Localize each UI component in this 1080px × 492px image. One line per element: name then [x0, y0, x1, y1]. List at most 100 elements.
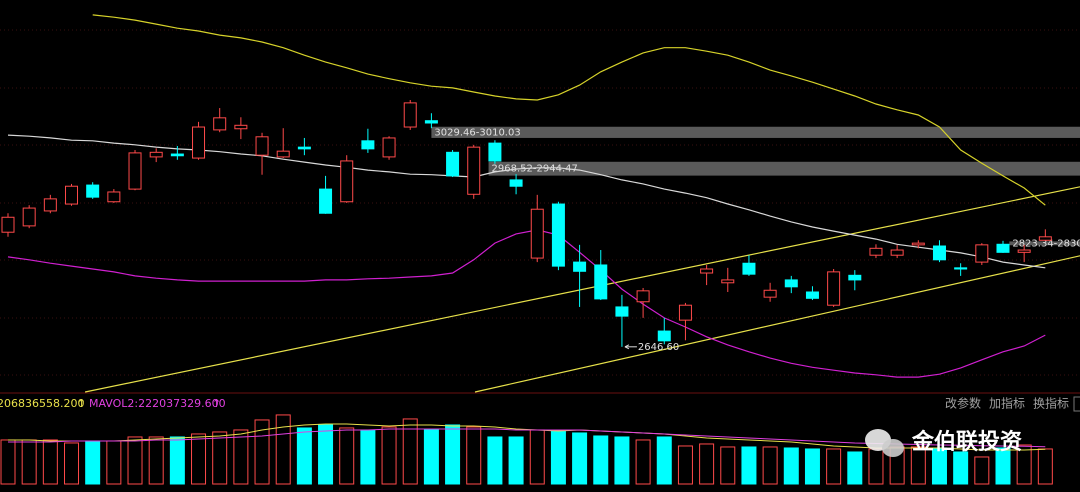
candle-body [319, 188, 333, 214]
volume-bar [593, 435, 609, 485]
volume-bar [423, 429, 439, 485]
volume-bar [572, 432, 588, 485]
candle-body [128, 152, 142, 190]
candle-body [446, 151, 460, 177]
zone-band [1009, 241, 1080, 246]
candle-body [86, 184, 100, 198]
candle-body [1038, 236, 1052, 241]
candle-body [276, 150, 290, 158]
candle-body [43, 198, 57, 212]
volume-bar [42, 439, 58, 485]
candle-body [573, 261, 587, 272]
candle-body [340, 160, 354, 203]
volume-bar [212, 431, 228, 485]
candle-body [890, 249, 904, 256]
low-marker-label: 2646.60 [638, 342, 679, 353]
candle-body [297, 146, 311, 150]
volume-bar [847, 451, 863, 485]
volume-bar [85, 440, 101, 485]
volume-bar [953, 451, 969, 485]
candle-body [488, 142, 502, 162]
volume-bar [318, 424, 334, 485]
candle-body [700, 268, 714, 274]
volume-bar [191, 433, 207, 485]
volume-bar [995, 447, 1011, 485]
candle-body [403, 102, 417, 128]
volume-bar [974, 456, 990, 485]
volume-bar [339, 427, 355, 485]
candle-body [530, 208, 544, 259]
candle-body [551, 203, 565, 267]
candle-body [170, 153, 184, 157]
candle-body [784, 279, 798, 288]
overlay-line [7, 134, 1046, 269]
candle-body [107, 191, 121, 203]
low-marker-head [624, 344, 630, 350]
zone-label: 3029.46-3010.03 [434, 127, 520, 138]
volume-bar [720, 446, 736, 485]
main-grid [0, 29, 1080, 376]
volume-bar [550, 430, 566, 485]
volume-bar [445, 424, 461, 485]
candle-body [742, 262, 756, 275]
toolbar-button[interactable]: 改参数 [945, 396, 981, 411]
volume-bar [127, 436, 143, 485]
candle-body [721, 279, 735, 284]
candle-body [869, 247, 883, 256]
candle-body [424, 120, 438, 124]
toolbar-button[interactable]: 加指标 [989, 396, 1025, 411]
candle-body [467, 146, 481, 195]
volume-bar [826, 448, 842, 485]
candle-body [594, 264, 608, 300]
volume-bar [466, 426, 482, 485]
candle-body [192, 126, 206, 159]
watermark-group: 金伯联投资 [865, 429, 1022, 457]
volume-bar [169, 436, 185, 485]
candle-body [615, 306, 629, 317]
volume-bar [868, 448, 884, 485]
zone-label: 2968.52-2944.47 [492, 164, 578, 175]
candle-body [996, 243, 1010, 253]
volume-bar [0, 439, 16, 485]
zone-band [488, 161, 1080, 176]
candle-body [805, 291, 819, 299]
candle-body [763, 289, 777, 298]
toolbar-edge [1073, 396, 1080, 412]
volume-bar [508, 436, 524, 485]
volume-bar [296, 427, 312, 485]
toolbar-button[interactable]: 换指标 [1033, 396, 1069, 411]
candle-body [213, 117, 227, 131]
candle-body [954, 267, 968, 270]
volume-bar [804, 448, 820, 485]
candle-body [509, 179, 523, 187]
trendline [474, 255, 1080, 393]
zone-band [431, 126, 1080, 138]
zone-label: 2823.34-2830.0 [1012, 238, 1080, 249]
volume-bar [402, 418, 418, 485]
candle-body [234, 124, 248, 130]
candle-body [657, 330, 671, 342]
candle-body [65, 185, 79, 205]
overlay-line [92, 14, 1046, 206]
candle-body [911, 242, 925, 246]
candle-body [848, 274, 862, 281]
mavol2-readout: MAVOL2:222037329.600 [89, 397, 226, 410]
volume-bar [762, 446, 778, 485]
candle-body [382, 137, 396, 158]
volume-bar [1016, 444, 1032, 485]
watermark: 金伯联投资 [911, 429, 1022, 455]
volume-bar [381, 426, 397, 485]
candle-body [255, 136, 269, 156]
volume-bar [699, 443, 715, 485]
marks: 3029.46-3010.03 2968.52-2944.47 2823.34-28… [0, 14, 1080, 485]
candle-body [975, 244, 989, 263]
volume-bar [21, 439, 37, 485]
volume-bar [635, 439, 651, 485]
volume-bar [106, 440, 122, 485]
mavol1-arrow: ↑ [77, 397, 86, 410]
volume-bar [529, 429, 545, 485]
volume-bar [275, 414, 291, 485]
volume-bar [614, 436, 630, 485]
